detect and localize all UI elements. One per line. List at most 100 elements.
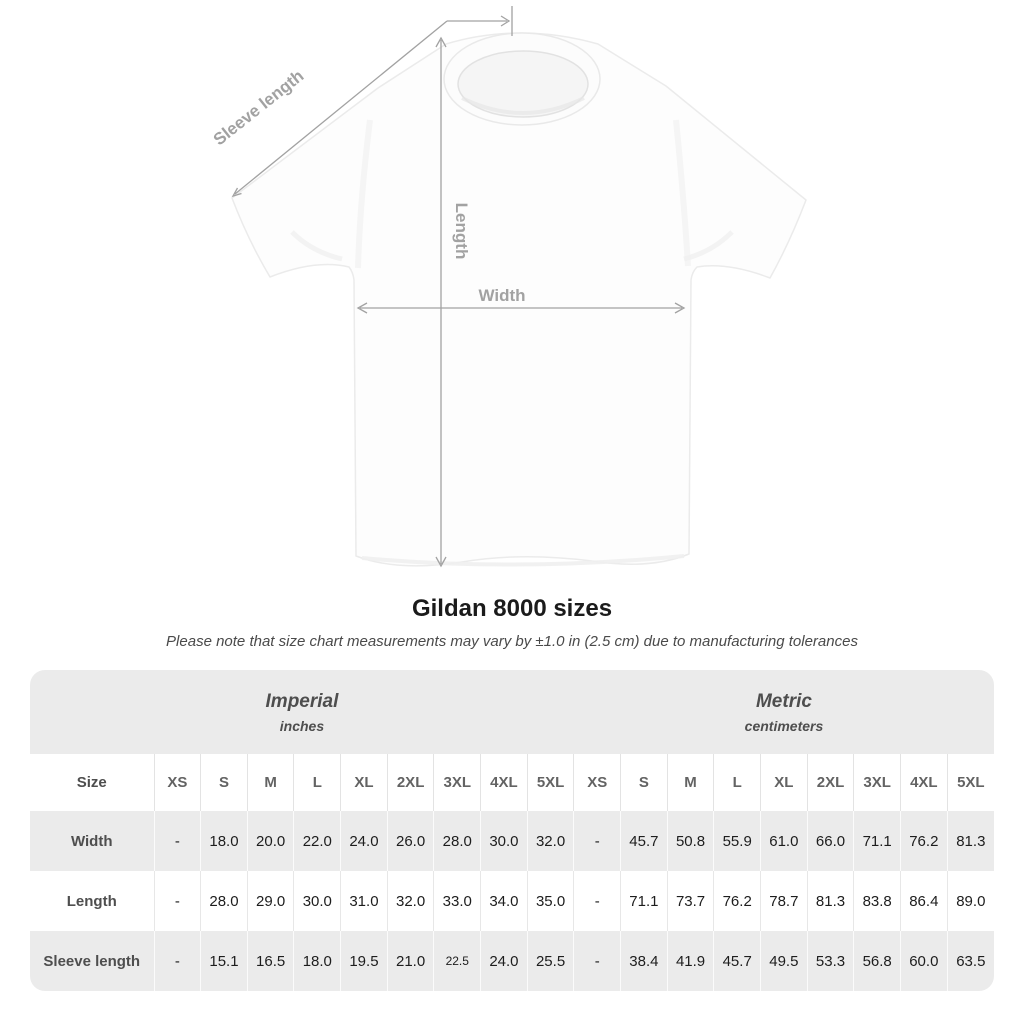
width-label: Width <box>478 286 525 305</box>
measurement-cell: 89.0 <box>946 871 994 931</box>
row-label: Sleeve length <box>30 931 154 991</box>
size-header-imperial-2xl: 2XL <box>386 754 434 811</box>
measurement-cell: 19.5 <box>340 931 388 991</box>
measurement-cell: 30.0 <box>480 811 528 871</box>
measurement-cell: 32.0 <box>386 871 434 931</box>
measurement-cell: 35.0 <box>526 871 574 931</box>
size-header-metric-s: S <box>620 754 668 811</box>
measurement-cell: 86.4 <box>900 871 948 931</box>
measurement-cell: - <box>573 811 621 871</box>
measurement-cell: 32.0 <box>526 811 574 871</box>
measurement-cell: 50.8 <box>666 811 714 871</box>
measurement-cell: 22.0 <box>293 811 341 871</box>
measurement-cell: 29.0 <box>246 871 294 931</box>
measurement-cell: 81.3 <box>806 871 854 931</box>
page-title: Gildan 8000 sizes <box>411 595 613 622</box>
measurement-cell: 30.0 <box>293 871 341 931</box>
sleeve-length-arrow <box>231 15 511 198</box>
size-header-imperial-5xl: 5XL <box>526 754 574 811</box>
measurement-cell: 34.0 <box>480 871 528 931</box>
measurement-cell: 83.8 <box>853 871 901 931</box>
measurement-cell: 28.0 <box>433 811 481 871</box>
table-row: Sleeve length -15.1 16.5 18.0 19.5 21.0 22.5 24… <box>30 931 994 991</box>
row-label: Length <box>30 871 154 931</box>
measurement-cell: 31.0 <box>340 871 388 931</box>
size-header-imperial-3xl: 3XL <box>433 754 481 811</box>
size-column-header: Size <box>30 754 154 811</box>
measurement-cell: 56.8 <box>853 931 901 991</box>
measurement-cell: - <box>153 811 201 871</box>
measurement-cell: 18.0 <box>293 931 341 991</box>
measurement-cell: 21.0 <box>386 931 434 991</box>
measurement-cell: 49.5 <box>760 931 808 991</box>
table-row: Length -28.0 29.0 30.0 31.0 32.0 33.0 34.0 35.0-… <box>30 871 994 931</box>
measurement-cell: 53.3 <box>806 931 854 991</box>
measurement-cell: 71.1 <box>620 871 668 931</box>
measurement-cell: 22.5 <box>433 931 481 991</box>
measurement-cell: 76.2 <box>900 811 948 871</box>
measurement-cell: - <box>153 871 201 931</box>
size-header-imperial-xs: XS <box>153 754 201 811</box>
measurement-cell: 63.5 <box>946 931 994 991</box>
metric-group-header: Metric centimeters <box>573 670 994 754</box>
sleeve-length-label: Sleeve length <box>210 66 308 149</box>
tshirt-collar <box>443 32 601 126</box>
width-arrow <box>356 302 686 314</box>
length-arrow <box>435 36 447 568</box>
measurement-cell: 55.9 <box>713 811 761 871</box>
measurement-cell: 26.0 <box>386 811 434 871</box>
measurement-cell: 45.7 <box>713 931 761 991</box>
size-header-metric-3xl: 3XL <box>853 754 901 811</box>
measurement-cell: 33.0 <box>433 871 481 931</box>
measurement-cell: 24.0 <box>480 931 528 991</box>
measurement-cell: 20.0 <box>246 811 294 871</box>
measurement-cell: 71.1 <box>853 811 901 871</box>
size-header-metric-l: L <box>713 754 761 811</box>
measurement-cell: - <box>153 931 201 991</box>
size-chart-table: Imperial inches Metric centimeters Size … <box>30 670 994 991</box>
size-header-imperial-4xl: 4XL <box>480 754 528 811</box>
size-header-metric-m: M <box>666 754 714 811</box>
size-header-imperial-xl: XL <box>340 754 388 811</box>
size-header-metric-4xl: 4XL <box>900 754 948 811</box>
measurement-cell: 66.0 <box>806 811 854 871</box>
size-header-imperial-l: L <box>293 754 341 811</box>
measurement-cell: 45.7 <box>620 811 668 871</box>
unit-group-row: Imperial inches Metric centimeters <box>30 670 994 754</box>
size-header-metric-xs: XS <box>573 754 621 811</box>
measurement-cell: 18.0 <box>200 811 248 871</box>
measurement-cell: 15.1 <box>200 931 248 991</box>
measurement-cell: - <box>573 931 621 991</box>
measurement-cell: 73.7 <box>666 871 714 931</box>
imperial-label: Imperial <box>265 690 339 712</box>
metric-label: Metric <box>755 690 812 712</box>
length-label: Length <box>452 203 471 260</box>
imperial-group-header: Imperial inches <box>30 670 574 754</box>
size-header-metric-xl: XL <box>760 754 808 811</box>
size-header-metric-5xl: 5XL <box>946 754 994 811</box>
size-header-imperial-m: M <box>246 754 294 811</box>
measurement-cell: - <box>573 871 621 931</box>
metric-unit-label: centimeters <box>744 717 824 734</box>
size-header-imperial-s: S <box>200 754 248 811</box>
measurement-cell: 60.0 <box>900 931 948 991</box>
measurement-cell: 25.5 <box>526 931 574 991</box>
tshirt-illustration <box>231 32 807 567</box>
measurement-cell: 16.5 <box>246 931 294 991</box>
table-row: Width -18.0 20.0 22.0 24.0 26.0 28.0 30.0 32.0-4… <box>30 811 994 871</box>
measurement-cell: 81.3 <box>946 811 994 871</box>
size-header-metric-2xl: 2XL <box>806 754 854 811</box>
size-table: Imperial inches Metric centimeters Size … <box>30 670 994 991</box>
measurement-cell: 41.9 <box>666 931 714 991</box>
column-header-row: Size XS S M L XL 2XL 3XL 4XL 5XL XS S M L XL 2XL 3XL 4XL… <box>30 754 994 811</box>
imperial-unit-label: inches <box>279 717 325 734</box>
row-label: Width <box>30 811 154 871</box>
measurement-cell: 24.0 <box>340 811 388 871</box>
tshirt-measurement-diagram: Sleeve length Length Width <box>210 6 807 568</box>
measurement-cell: 76.2 <box>713 871 761 931</box>
tolerance-note: Please note that size chart measurements… <box>166 633 858 650</box>
measurement-cell: 28.0 <box>200 871 248 931</box>
measurement-cell: 78.7 <box>760 871 808 931</box>
measurement-cell: 38.4 <box>620 931 668 991</box>
